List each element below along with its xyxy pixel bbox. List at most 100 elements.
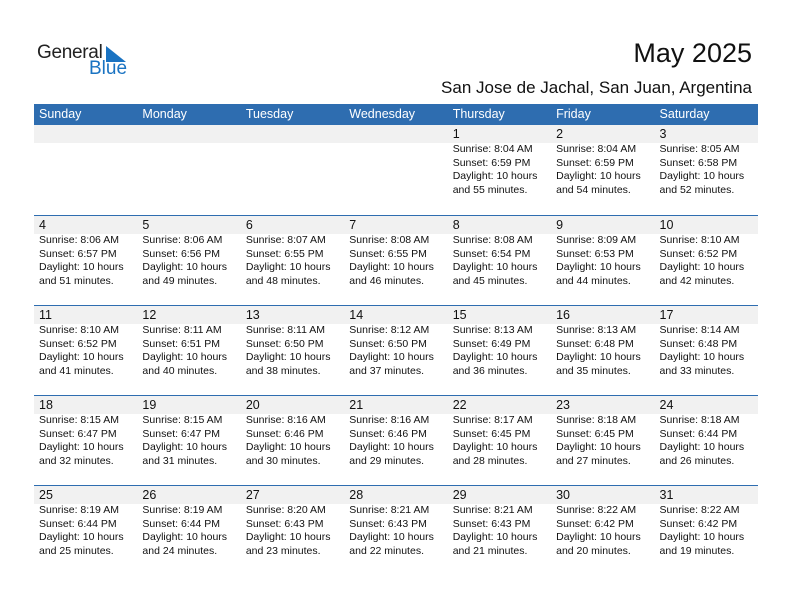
day-cell: 15 Sunrise: 8:13 AM Sunset: 6:49 PM Dayligh… — [448, 306, 551, 395]
day-cell — [241, 125, 344, 215]
sunrise-text: Sunrise: 8:06 AM — [142, 234, 223, 246]
location-subtitle: San Jose de Jachal, San Juan, Argentina — [441, 78, 752, 97]
sunrise-text: Sunrise: 8:21 AM — [349, 504, 430, 516]
daylight-minutes-text: and 33 minutes. — [659, 364, 735, 377]
sunrise-text: Sunrise: 8:15 AM — [142, 414, 223, 426]
sunset-text: Sunset: 6:50 PM — [245, 337, 324, 350]
weekday-header: Sunday Monday Tuesday Wednesday Thursday… — [34, 104, 758, 125]
sunset-text: Sunset: 6:43 PM — [452, 517, 531, 530]
daylight-text: Daylight: 10 hours — [659, 441, 745, 453]
weekday-thursday: Thursday — [452, 107, 505, 121]
day-number: 12 — [142, 308, 157, 322]
sunset-text: Sunset: 6:58 PM — [659, 156, 738, 169]
sunset-text: Sunset: 6:49 PM — [452, 337, 531, 350]
day-number: 24 — [659, 398, 674, 412]
day-number: 5 — [142, 218, 150, 232]
day-number: 1 — [452, 127, 460, 141]
daylight-minutes-text: and 27 minutes. — [556, 454, 631, 467]
daylight-text: Daylight: 10 hours — [452, 170, 538, 182]
day-cell: 3 Sunrise: 8:05 AM Sunset: 6:58 PM Daylight… — [655, 125, 758, 215]
sunrise-text: Sunrise: 8:19 AM — [39, 504, 119, 516]
day-number: 21 — [349, 398, 364, 412]
sunrise-text: Sunrise: 8:04 AM — [556, 143, 637, 155]
sunrise-text: Sunrise: 8:09 AM — [556, 234, 637, 246]
weekday-saturday: Saturday — [659, 107, 710, 121]
daylight-text: Daylight: 10 hours — [659, 531, 745, 543]
day-number: 20 — [245, 398, 260, 412]
sunset-text: Sunset: 6:42 PM — [659, 517, 738, 530]
sunset-text: Sunset: 6:52 PM — [659, 247, 738, 260]
sunset-text: Sunset: 6:52 PM — [39, 337, 117, 350]
daylight-text: Daylight: 10 hours — [556, 351, 641, 363]
weekday-sunday: Sunday — [39, 107, 82, 121]
sunset-text: Sunset: 6:48 PM — [556, 337, 634, 350]
day-cell: 24 Sunrise: 8:18 AM Sunset: 6:44 PM Dayligh… — [655, 396, 758, 485]
page-title: May 2025 — [633, 38, 752, 68]
sunset-text: Sunset: 6:50 PM — [349, 337, 427, 350]
day-number: 29 — [452, 488, 467, 502]
daylight-text: Daylight: 10 hours — [349, 351, 434, 363]
sunrise-text: Sunrise: 8:20 AM — [245, 504, 326, 516]
day-number: 3 — [659, 127, 667, 141]
sunset-text: Sunset: 6:55 PM — [349, 247, 427, 260]
sunset-text: Sunset: 6:57 PM — [39, 247, 117, 260]
sunrise-text: Sunrise: 8:07 AM — [245, 234, 326, 246]
day-cell — [344, 125, 447, 215]
sunset-text: Sunset: 6:48 PM — [659, 337, 738, 350]
daylight-text: Daylight: 10 hours — [245, 351, 331, 363]
weekday-monday: Monday — [142, 107, 187, 121]
daylight-text: Daylight: 10 hours — [452, 261, 538, 273]
sunrise-text: Sunrise: 8:06 AM — [39, 234, 119, 246]
day-cell: 7 Sunrise: 8:08 AM Sunset: 6:55 PM Daylight… — [344, 216, 447, 305]
day-number: 25 — [39, 488, 53, 502]
day-number: 19 — [142, 398, 157, 412]
daylight-minutes-text: and 54 minutes. — [556, 183, 631, 196]
day-cell: 30 Sunrise: 8:22 AM Sunset: 6:42 PM Dayligh… — [551, 486, 654, 575]
sunset-text: Sunset: 6:54 PM — [452, 247, 531, 260]
daylight-text: Daylight: 10 hours — [39, 261, 124, 273]
day-number: 7 — [349, 218, 357, 232]
day-cell: 19 Sunrise: 8:15 AM Sunset: 6:47 PM Dayligh… — [137, 396, 240, 485]
sunset-text: Sunset: 6:53 PM — [556, 247, 634, 260]
daylight-minutes-text: and 42 minutes. — [659, 274, 735, 287]
daylight-minutes-text: and 19 minutes. — [659, 544, 735, 557]
daylight-minutes-text: and 29 minutes. — [349, 454, 424, 467]
sunrise-text: Sunrise: 8:16 AM — [245, 414, 326, 426]
daylight-text: Daylight: 10 hours — [659, 170, 745, 182]
day-cell — [34, 125, 137, 215]
day-number-band — [34, 306, 758, 324]
sunrise-text: Sunrise: 8:17 AM — [452, 414, 533, 426]
day-cell: 31 Sunrise: 8:22 AM Sunset: 6:42 PM Dayligh… — [655, 486, 758, 575]
daylight-text: Daylight: 10 hours — [142, 441, 228, 453]
sunset-text: Sunset: 6:46 PM — [245, 427, 324, 440]
day-cell: 17 Sunrise: 8:14 AM Sunset: 6:48 PM Dayligh… — [655, 306, 758, 395]
day-number-band — [34, 125, 758, 143]
week-row: 11 Sunrise: 8:10 AM Sunset: 6:52 PM Dayligh… — [34, 305, 758, 395]
sunset-text: Sunset: 6:51 PM — [142, 337, 221, 350]
sunrise-text: Sunrise: 8:21 AM — [452, 504, 533, 516]
daylight-minutes-text: and 51 minutes. — [39, 274, 114, 287]
day-number: 27 — [245, 488, 260, 502]
day-number-band — [34, 216, 758, 234]
week-row: 25 Sunrise: 8:19 AM Sunset: 6:44 PM Dayligh… — [34, 485, 758, 575]
daylight-text: Daylight: 10 hours — [556, 170, 641, 182]
daylight-text: Daylight: 10 hours — [452, 351, 538, 363]
sunset-text: Sunset: 6:59 PM — [452, 156, 531, 169]
daylight-text: Daylight: 10 hours — [39, 531, 124, 543]
day-number: 18 — [39, 398, 53, 412]
sunrise-text: Sunrise: 8:13 AM — [556, 324, 637, 336]
daylight-minutes-text: and 40 minutes. — [142, 364, 218, 377]
day-cell: 26 Sunrise: 8:19 AM Sunset: 6:44 PM Dayligh… — [137, 486, 240, 575]
daylight-text: Daylight: 10 hours — [39, 441, 124, 453]
day-cell: 6 Sunrise: 8:07 AM Sunset: 6:55 PM Daylight… — [241, 216, 344, 305]
week-row: 4 Sunrise: 8:06 AM Sunset: 6:57 PM Daylight… — [34, 215, 758, 305]
daylight-minutes-text: and 49 minutes. — [142, 274, 218, 287]
day-cell: 1 Sunrise: 8:04 AM Sunset: 6:59 PM Daylight… — [448, 125, 551, 215]
day-number: 8 — [452, 218, 460, 232]
day-number: 26 — [142, 488, 157, 502]
daylight-minutes-text: and 35 minutes. — [556, 364, 631, 377]
daylight-text: Daylight: 10 hours — [659, 261, 745, 273]
sunrise-text: Sunrise: 8:18 AM — [556, 414, 637, 426]
daylight-minutes-text: and 28 minutes. — [452, 454, 528, 467]
day-number: 10 — [659, 218, 674, 232]
